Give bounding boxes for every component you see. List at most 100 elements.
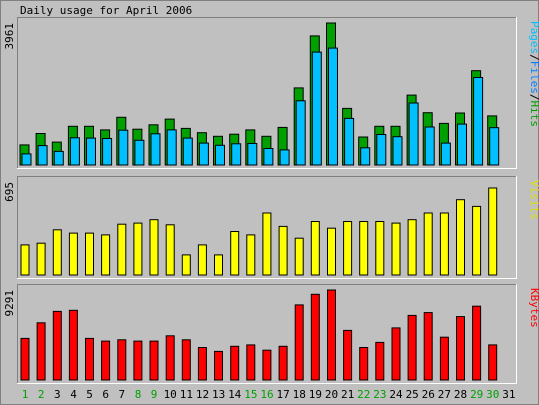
bar-visits-day-28 <box>456 199 465 276</box>
bar-visits-day-20 <box>327 227 336 276</box>
bar-files-day-15 <box>247 143 258 166</box>
bar-files-day-30 <box>489 127 500 166</box>
panel-legend: KBytes <box>528 288 539 328</box>
bar-kbytes-day-6 <box>101 340 111 381</box>
bar-files-day-20 <box>328 47 338 166</box>
bar-visits-day-30 <box>488 187 498 276</box>
bar-kbytes-day-29 <box>472 305 482 381</box>
bar-files-day-11 <box>182 137 193 166</box>
x-tick-label-day-24: 24 <box>389 388 403 401</box>
bar-kbytes-day-14 <box>230 345 240 381</box>
bar-kbytes-day-8 <box>133 340 143 381</box>
bar-visits-day-25 <box>407 219 417 276</box>
x-tick-label-day-28: 28 <box>454 388 467 401</box>
x-tick-label-day-29: 29 <box>470 388 483 401</box>
legend-entry: KBytes <box>528 288 539 328</box>
chart-title: Daily usage for April 2006 <box>20 4 192 17</box>
bar-files-day-13 <box>215 144 225 166</box>
x-tick-label-day-31: 31 <box>502 388 515 401</box>
bar-visits-day-1 <box>20 244 30 276</box>
x-tick-label-day-6: 6 <box>102 388 109 401</box>
bar-visits-day-15 <box>246 234 256 276</box>
bar-files-day-9 <box>150 133 161 166</box>
x-tick-label-day-8: 8 <box>135 388 142 401</box>
legend-entry: Pages <box>528 21 539 54</box>
x-tick-label-day-21: 21 <box>341 388 354 401</box>
bar-files-day-24 <box>392 136 403 166</box>
x-tick-label-day-20: 20 <box>325 388 338 401</box>
panel-max-label: 3961 <box>3 23 16 50</box>
bar-kbytes-day-4 <box>68 309 78 381</box>
panel-legend: Pages/Files/Hits <box>528 21 539 127</box>
x-tick-label-day-5: 5 <box>86 388 93 401</box>
x-tick-label-day-17: 17 <box>276 388 289 401</box>
x-tick-label-day-26: 26 <box>422 388 435 401</box>
bar-kbytes-day-2 <box>36 322 46 381</box>
bar-visits-day-5 <box>85 232 94 276</box>
bar-files-day-2 <box>37 145 48 166</box>
bar-files-day-22 <box>360 147 371 166</box>
bar-files-day-21 <box>344 117 355 166</box>
x-tick-label-day-13: 13 <box>212 388 225 401</box>
bar-visits-day-24 <box>391 222 401 276</box>
bar-visits-day-19 <box>310 221 320 276</box>
bar-files-day-19 <box>311 51 322 166</box>
x-tick-label-day-1: 1 <box>22 388 29 401</box>
legend-entry: / <box>528 54 539 61</box>
legend-entry: Files <box>528 61 539 94</box>
bar-kbytes-day-23 <box>375 341 385 381</box>
bar-visits-day-18 <box>294 237 304 276</box>
bar-visits-day-23 <box>375 221 385 276</box>
bar-visits-day-12 <box>197 244 207 276</box>
bar-kbytes-day-13 <box>214 350 223 381</box>
bar-kbytes-day-18 <box>294 304 304 381</box>
bar-files-day-5 <box>86 137 96 166</box>
bar-files-day-1 <box>21 153 32 166</box>
legend-entry: / <box>528 94 539 101</box>
panel-max-label: 695 <box>3 182 16 202</box>
bar-kbytes-day-12 <box>197 347 207 381</box>
legend-entry: Hits <box>528 101 539 128</box>
bar-visits-day-26 <box>423 212 433 276</box>
panel-legend: Visits <box>528 180 539 220</box>
bar-visits-day-21 <box>343 221 353 276</box>
bar-visits-day-6 <box>101 234 111 276</box>
bar-visits-day-2 <box>36 242 46 276</box>
bar-kbytes-day-27 <box>439 336 449 381</box>
bar-visits-day-29 <box>472 205 482 276</box>
x-tick-label-day-11: 11 <box>180 388 193 401</box>
bar-kbytes-day-11 <box>181 339 191 381</box>
bar-visits-day-7 <box>117 223 127 276</box>
bar-files-day-4 <box>69 137 80 166</box>
bar-kbytes-day-1 <box>20 337 30 381</box>
panel-kbytes: 9291 KBytes <box>3 284 539 384</box>
bar-kbytes-day-25 <box>407 314 417 381</box>
bar-files-day-26 <box>424 126 435 166</box>
bar-kbytes-day-24 <box>391 327 401 381</box>
bar-visits-day-27 <box>439 212 449 276</box>
bar-kbytes-day-9 <box>149 340 159 381</box>
bar-kbytes-day-17 <box>278 345 288 381</box>
bar-files-day-10 <box>166 129 177 166</box>
bar-files-day-3 <box>53 150 64 166</box>
x-tick-label-day-23: 23 <box>373 388 386 401</box>
x-tick-label-day-22: 22 <box>357 388 370 401</box>
x-tick-label-day-15: 15 <box>244 388 257 401</box>
bar-visits-day-3 <box>52 229 62 276</box>
bar-files-day-12 <box>198 142 209 166</box>
bar-visits-day-4 <box>68 232 78 276</box>
bar-files-day-18 <box>295 100 306 166</box>
bar-files-day-25 <box>408 102 419 166</box>
bar-visits-day-10 <box>165 224 175 276</box>
bar-files-day-27 <box>440 142 451 166</box>
bar-files-day-29 <box>473 77 484 166</box>
bar-kbytes-day-7 <box>117 339 127 381</box>
x-tick-label-day-9: 9 <box>151 388 158 401</box>
bar-visits-day-22 <box>359 221 369 276</box>
bar-kbytes-day-26 <box>423 312 433 381</box>
x-tick-label-day-19: 19 <box>309 388 322 401</box>
bar-visits-day-9 <box>149 219 159 276</box>
bar-kbytes-day-19 <box>310 293 320 381</box>
bar-files-day-16 <box>263 148 274 166</box>
